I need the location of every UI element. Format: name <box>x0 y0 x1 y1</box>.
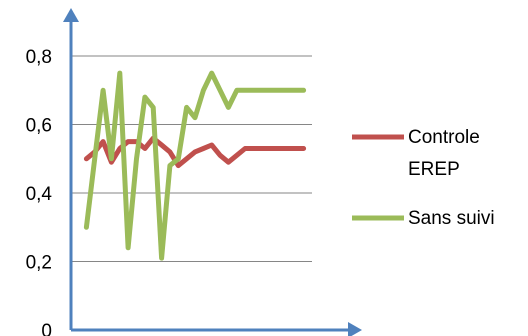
y-tick-label: 0,4 <box>26 184 53 205</box>
legend-label: Sans suivi <box>408 208 495 229</box>
x-axis-arrow <box>348 322 362 336</box>
series-line-1 <box>83 70 307 261</box>
y-tick-label: 0 <box>41 321 52 336</box>
legend-label: EREP <box>408 159 460 180</box>
series-lines <box>83 70 307 261</box>
legend-label: Controle <box>408 127 480 148</box>
series-line-0 <box>83 135 307 169</box>
y-tick-label: 0,6 <box>26 116 52 137</box>
grid-lines <box>72 55 312 262</box>
y-axis-arrow <box>63 8 79 22</box>
y-tick-labels: 0 0,2 0,4 0,6 0,8 <box>26 47 53 336</box>
legend: Controle EREP Sans suivi <box>352 127 495 229</box>
axes <box>63 8 362 336</box>
y-tick-label: 0,2 <box>26 253 52 274</box>
y-tick-label: 0,8 <box>26 47 52 68</box>
